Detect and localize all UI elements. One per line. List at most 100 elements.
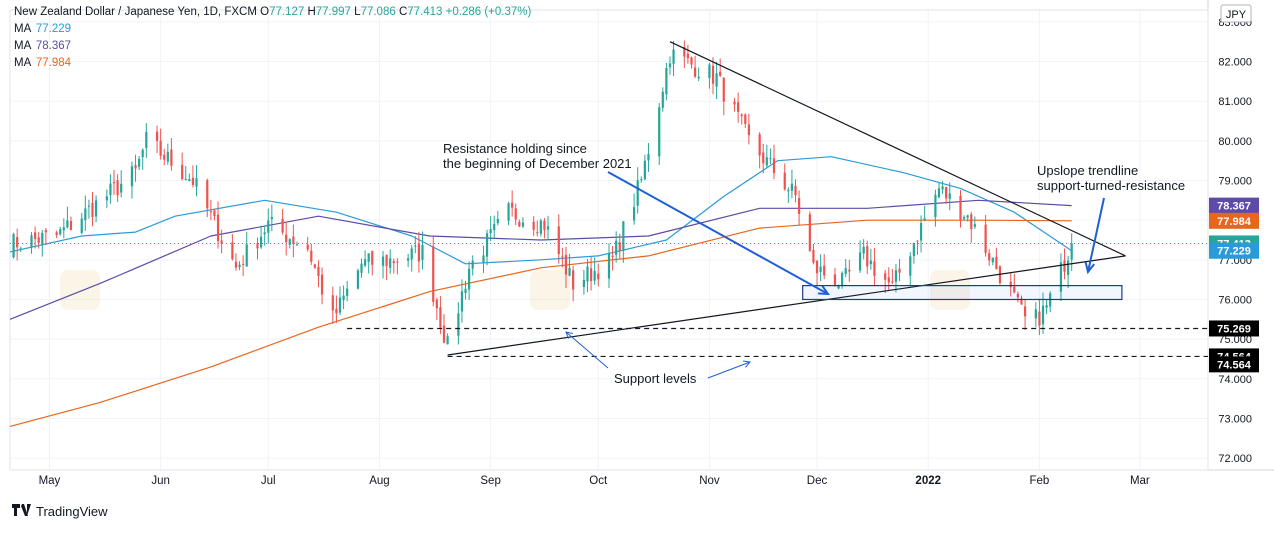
candle-body <box>637 180 639 205</box>
candle-body <box>507 203 509 220</box>
candle-body <box>170 149 172 165</box>
price-axis[interactable]: 72.00073.00074.00075.00076.00077.00078.0… <box>1218 5 1252 465</box>
candle-body <box>497 219 499 223</box>
candle-body <box>561 256 563 257</box>
resistance-note-text: the beginning of December 2021 <box>443 156 632 171</box>
candle-body <box>913 243 915 256</box>
footer-brand[interactable]: TradingView <box>12 504 108 519</box>
candle-body <box>310 251 312 262</box>
candle-body <box>744 115 746 124</box>
ma-legend-2[interactable]: MA 78.367 <box>14 38 531 55</box>
candle-body <box>812 250 814 263</box>
candle-body <box>873 261 875 275</box>
candle-body <box>181 165 183 179</box>
candle-body <box>30 235 32 247</box>
candle-body <box>995 257 997 269</box>
candle-body <box>138 159 140 167</box>
price-tick-label: 81.000 <box>1218 96 1252 108</box>
candle-body <box>91 203 93 217</box>
candle-body <box>759 134 761 155</box>
candle-body <box>568 268 570 276</box>
symbol-name[interactable]: New Zealand Dollar / Japanese Yen, 1D, F… <box>14 6 257 18</box>
candle-body <box>820 267 822 272</box>
candle-body <box>210 211 212 212</box>
candle-body <box>335 309 337 313</box>
candle-body <box>988 253 990 260</box>
candle-body <box>945 187 947 198</box>
candle-body <box>206 180 208 208</box>
candle-body <box>457 314 459 336</box>
candle-body <box>888 277 890 282</box>
candle-body <box>1038 312 1040 326</box>
candle-body <box>687 54 689 58</box>
candle-body <box>120 184 122 193</box>
candle-body <box>421 245 423 260</box>
candle-body <box>809 214 811 251</box>
candle-body <box>156 132 158 141</box>
candle-body <box>622 221 624 250</box>
price-tick-label: 73.000 <box>1218 413 1252 425</box>
candle-body <box>292 237 294 244</box>
candle-body <box>773 158 775 173</box>
support-zone-rect <box>803 286 1122 300</box>
candle-body <box>558 226 560 254</box>
ma-label: MA <box>14 40 31 52</box>
candle-body <box>490 229 492 233</box>
candle-body <box>611 256 613 257</box>
candle-body <box>787 190 789 191</box>
candle-body <box>264 232 266 234</box>
candle-body <box>493 224 495 230</box>
candle-body <box>898 269 900 273</box>
candle-body <box>590 268 592 281</box>
candle-body <box>371 251 373 265</box>
support-arrow-right <box>708 362 750 378</box>
candle-body <box>565 255 567 275</box>
time-tick-label: Feb <box>1030 475 1050 487</box>
candle-body <box>1035 309 1037 318</box>
support-note-text: Support levels <box>614 371 697 386</box>
time-axis[interactable]: May Jun Jul Aug Sep Oct Nov Dec 2022 Feb Mar <box>39 475 1150 487</box>
candle-body <box>733 102 735 105</box>
candle-body <box>665 68 667 94</box>
candle-body <box>34 232 36 239</box>
candle-body <box>586 266 588 281</box>
candle-body <box>63 227 65 230</box>
price-tag-label: 75.269 <box>1217 323 1251 335</box>
ohlc-h-label: H <box>307 6 315 18</box>
candle-body <box>547 226 549 229</box>
candle-body <box>715 73 717 86</box>
ma-line-3 <box>10 220 1072 426</box>
candle-body <box>992 258 994 263</box>
ohlc-o-label: O <box>260 6 269 18</box>
candle-body <box>167 152 169 162</box>
candle-body <box>766 157 768 165</box>
ma-legend-3[interactable]: MA 77.984 <box>14 55 531 72</box>
candle-body <box>938 188 940 197</box>
candle-body <box>70 221 72 230</box>
candle-body <box>389 258 391 268</box>
candle-body <box>106 196 108 200</box>
ma-legend-1[interactable]: MA 77.229 <box>14 21 531 38</box>
candle-body <box>317 267 319 276</box>
chart-legend: New Zealand Dollar / Japanese Yen, 1D, F… <box>14 4 531 72</box>
candle-body <box>360 264 362 273</box>
candle-body <box>647 154 649 160</box>
candle-body <box>238 265 240 267</box>
candle-body <box>941 186 943 189</box>
symbol-row: New Zealand Dollar / Japanese Yen, 1D, F… <box>14 4 531 21</box>
candle-body <box>615 241 617 255</box>
candle-body <box>113 182 115 183</box>
ohlc-h-value: 77.997 <box>316 6 351 18</box>
price-tag-label: 78.367 <box>1217 201 1251 213</box>
candle-body <box>231 242 233 259</box>
candle-body <box>436 300 438 309</box>
candle-body <box>88 206 90 207</box>
candle-body <box>891 281 893 282</box>
candle-body <box>640 179 642 180</box>
candle-body <box>762 152 764 163</box>
candle-body <box>461 291 463 311</box>
change-value: +0.286 (+0.37%) <box>446 6 532 18</box>
candle-body <box>909 256 911 275</box>
